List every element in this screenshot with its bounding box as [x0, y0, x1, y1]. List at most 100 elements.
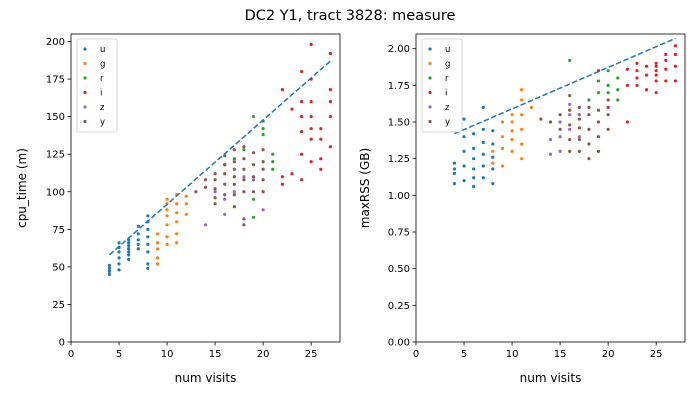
data-point-r — [587, 98, 591, 102]
legend-marker-z — [428, 105, 432, 109]
data-point-u — [481, 105, 485, 109]
data-point-u — [472, 146, 476, 150]
data-point-y — [232, 167, 236, 171]
legend-box — [76, 38, 118, 133]
data-point-g — [529, 105, 533, 109]
right-chart-panel: 0 5 10 15 20 25 0.00 0.25 0.50 0.75 1.00 1.25 1.50 1.… — [358, 33, 686, 385]
legend-label-y: y — [100, 118, 105, 128]
data-point-y — [568, 149, 572, 153]
data-point-g — [175, 211, 179, 215]
legend-label-g: g — [445, 60, 450, 70]
data-point-r — [616, 88, 620, 92]
data-point-g — [184, 194, 188, 198]
data-point-y — [261, 148, 265, 152]
data-point-u — [491, 155, 495, 159]
data-point-i — [673, 64, 677, 68]
data-point-u — [117, 262, 121, 266]
data-point-y — [242, 217, 246, 221]
data-point-u — [146, 250, 150, 254]
data-point-z — [203, 223, 208, 227]
data-point-y — [213, 202, 217, 206]
data-point-g — [510, 113, 514, 117]
x-tick-label: 20 — [257, 349, 270, 360]
data-point-g — [155, 262, 160, 266]
data-point-z — [568, 102, 572, 106]
data-point-u — [472, 132, 476, 136]
data-point-i — [299, 130, 304, 134]
data-point-y — [606, 113, 610, 117]
y-tick-label: 2.00 — [388, 44, 410, 55]
data-point-z — [251, 178, 256, 182]
data-point-y — [596, 120, 601, 124]
data-point-u — [146, 235, 150, 239]
data-point-i — [309, 100, 313, 104]
data-point-u — [107, 269, 112, 273]
x-tick-label: 20 — [602, 349, 615, 360]
data-point-y — [548, 120, 553, 124]
y-tick-label: 75 — [52, 225, 65, 236]
data-point-u — [452, 167, 457, 171]
data-point-g — [155, 247, 160, 251]
data-point-y — [587, 142, 591, 146]
data-point-u — [146, 214, 150, 218]
data-point-i — [673, 79, 677, 83]
data-point-i — [625, 83, 629, 87]
data-point-y — [223, 182, 227, 186]
data-point-i — [625, 67, 629, 71]
data-point-y — [232, 193, 236, 197]
data-point-u — [107, 272, 112, 276]
data-point-i — [635, 61, 639, 65]
data-point-i — [328, 51, 332, 56]
data-point-g — [175, 241, 179, 245]
data-point-g — [500, 146, 505, 150]
data-point-y — [606, 98, 610, 102]
data-point-u — [136, 238, 140, 242]
data-point-u — [491, 129, 495, 133]
data-point-z — [558, 120, 562, 124]
y-tick-label: 150 — [46, 112, 65, 123]
data-point-i — [309, 160, 313, 164]
data-point-i — [654, 64, 658, 68]
data-point-y — [587, 105, 591, 109]
data-point-u — [462, 179, 466, 183]
y-tick-label: 0.25 — [388, 301, 410, 312]
data-point-y — [587, 127, 591, 131]
data-point-r — [606, 83, 610, 87]
data-point-r — [606, 91, 610, 95]
fit-trend-line — [454, 37, 676, 135]
data-point-i — [309, 115, 313, 119]
data-point-r — [271, 167, 275, 171]
data-point-u — [462, 117, 466, 121]
data-point-y — [213, 187, 217, 191]
data-point-i — [644, 64, 649, 68]
y-axis-label: maxRSS (GB) — [358, 148, 372, 228]
data-point-g — [175, 232, 179, 236]
legend-label-r: r — [445, 74, 449, 84]
data-point-y — [203, 185, 208, 189]
legend-label-z: z — [445, 103, 450, 113]
data-point-r — [271, 152, 275, 156]
data-point-u — [472, 157, 476, 161]
y-tick-label: 1.50 — [388, 118, 410, 129]
data-point-u — [136, 242, 140, 246]
data-point-u — [107, 266, 112, 270]
data-point-g — [520, 98, 524, 102]
data-point-g — [155, 256, 160, 260]
data-point-y — [251, 163, 256, 167]
data-point-i — [299, 69, 304, 74]
data-point-g — [165, 208, 169, 212]
data-point-u — [136, 232, 140, 236]
data-point-y — [251, 175, 256, 179]
data-point-y — [232, 182, 236, 186]
data-point-g — [491, 161, 495, 165]
data-point-y — [577, 117, 581, 121]
data-point-g — [510, 129, 514, 133]
data-point-y — [577, 138, 581, 142]
data-point-y — [242, 157, 246, 161]
data-point-y — [606, 127, 610, 131]
data-point-i — [654, 79, 658, 83]
data-point-r — [596, 91, 601, 95]
x-axis-label: num visits — [175, 371, 237, 385]
data-point-y — [568, 108, 572, 112]
